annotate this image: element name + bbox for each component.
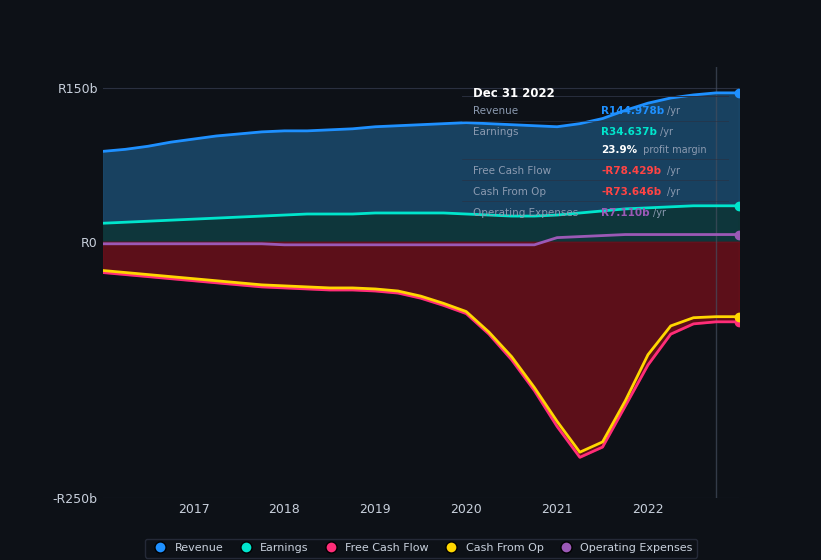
Text: /yr: /yr xyxy=(667,106,680,116)
Text: /yr: /yr xyxy=(660,127,673,137)
Text: Cash From Op: Cash From Op xyxy=(473,187,546,197)
Text: Operating Expenses: Operating Expenses xyxy=(473,208,578,218)
Text: Revenue: Revenue xyxy=(473,106,518,116)
Text: /yr: /yr xyxy=(667,187,680,197)
Text: Earnings: Earnings xyxy=(473,127,518,137)
Text: 23.9%: 23.9% xyxy=(601,145,637,155)
Text: -R78.429b: -R78.429b xyxy=(601,166,661,176)
Text: Dec 31 2022: Dec 31 2022 xyxy=(473,87,554,100)
Text: R144.978b: R144.978b xyxy=(601,106,664,116)
Text: /yr: /yr xyxy=(667,166,680,176)
Text: /yr: /yr xyxy=(654,208,666,218)
Text: R7.110b: R7.110b xyxy=(601,208,649,218)
Text: profit margin: profit margin xyxy=(640,145,706,155)
Text: R34.637b: R34.637b xyxy=(601,127,657,137)
Text: -R73.646b: -R73.646b xyxy=(601,187,662,197)
Text: Free Cash Flow: Free Cash Flow xyxy=(473,166,551,176)
Legend: Revenue, Earnings, Free Cash Flow, Cash From Op, Operating Expenses: Revenue, Earnings, Free Cash Flow, Cash … xyxy=(144,539,697,558)
